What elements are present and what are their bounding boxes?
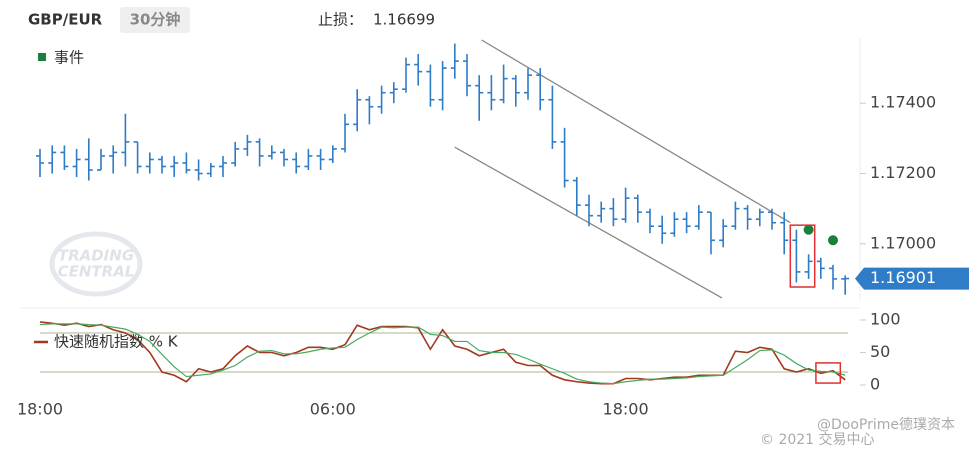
price-badge-label: 1.16901 [870,268,936,287]
interval-tab[interactable] [120,7,190,33]
line-series [39,323,846,385]
y-tick-label: 0 [870,375,880,394]
x-tick-label: 06:00 [310,400,356,419]
y-tick-label: 50 [870,342,890,361]
stop-loss-value: 1.16699 [373,11,435,29]
price-badge [855,267,969,290]
y-tick-label: 1.17000 [870,233,936,252]
highlight-box [815,362,842,384]
event-legend-label: 事件 [54,49,84,67]
trendline [481,39,791,224]
y-tick-label: 1.17400 [870,93,936,112]
x-tick-label: 18:00 [17,400,63,419]
line-series [39,321,846,385]
x-tick-label: 18:00 [603,400,649,419]
watermark: TRADING [58,247,134,265]
highlight-box [789,224,816,288]
stop-loss-label: 止损： [318,11,363,29]
footer-brand: @DooPrime德璞资本 [817,417,955,433]
event-dot [828,235,838,246]
symbol: GBP/EUR [28,11,103,29]
legend-label: 快速随机指数 % K [54,333,179,351]
event-dot [803,224,814,235]
y-tick-label: 100 [870,310,901,329]
interval[interactable]: 30分钟 [130,11,181,29]
footer-copyright: © 2021 交易中心 [760,431,875,448]
event-legend-marker [38,53,46,61]
y-tick-label: 1.17200 [870,163,936,182]
watermark-ring [49,231,143,297]
watermark: CENTRAL [58,263,135,281]
